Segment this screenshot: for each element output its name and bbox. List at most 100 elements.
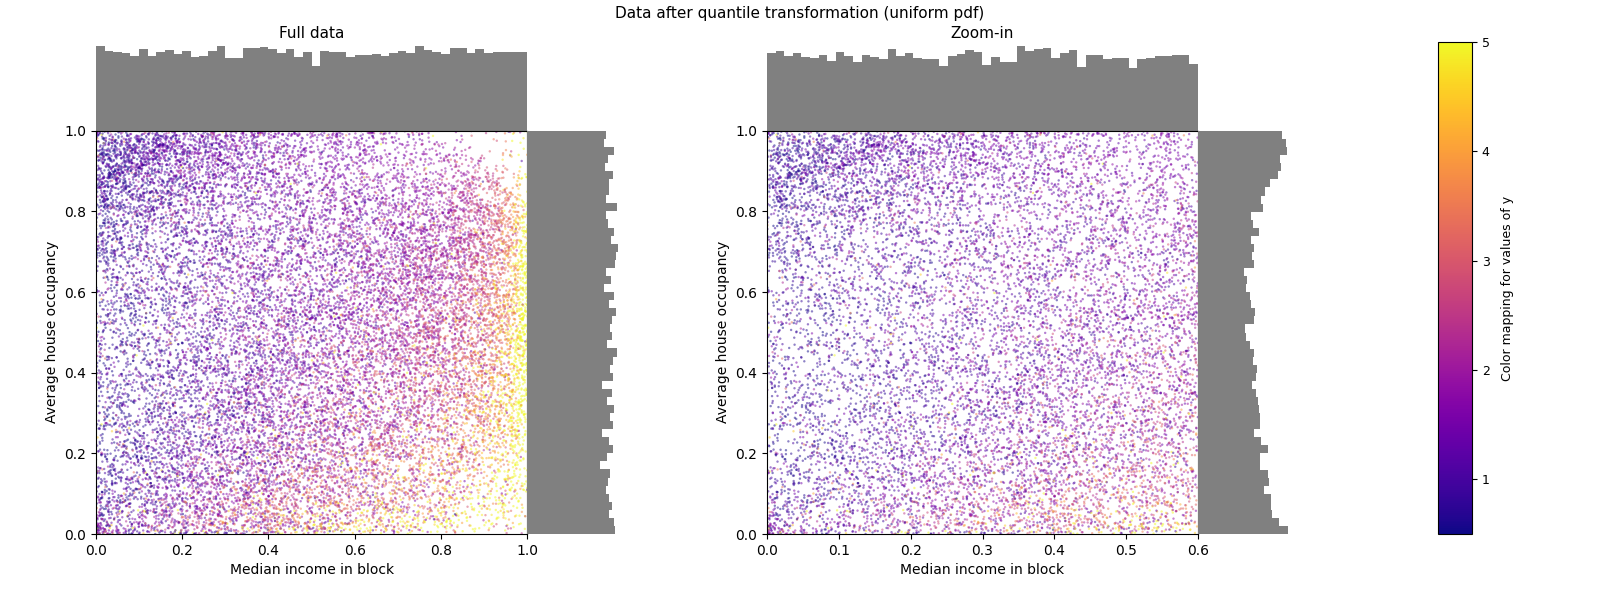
Point: [1016, 503, 1042, 512]
Point: [510, 503, 536, 512]
Point: [405, 263, 430, 273]
Point: [302, 491, 328, 501]
Point: [144, 242, 170, 251]
Point: [963, 527, 989, 536]
Point: [974, 392, 1000, 401]
Point: [949, 355, 974, 364]
Point: [373, 503, 398, 513]
Point: [774, 231, 800, 241]
Point: [1088, 283, 1114, 292]
Point: [891, 156, 917, 166]
Point: [934, 200, 960, 209]
Point: [221, 149, 246, 158]
Point: [314, 439, 339, 448]
Point: [816, 272, 842, 281]
Point: [208, 244, 234, 253]
Point: [462, 346, 488, 356]
Point: [779, 184, 805, 194]
Point: [1064, 289, 1090, 298]
Point: [240, 349, 266, 358]
Point: [138, 201, 163, 211]
Point: [323, 497, 349, 506]
Point: [165, 322, 190, 332]
Point: [1094, 211, 1120, 221]
Point: [90, 193, 115, 202]
Point: [280, 172, 306, 182]
Point: [930, 191, 955, 201]
Point: [826, 368, 851, 378]
Point: [86, 529, 112, 538]
Point: [86, 383, 112, 392]
Point: [886, 131, 912, 140]
Point: [128, 156, 154, 166]
Point: [381, 516, 406, 526]
Point: [304, 233, 330, 242]
Point: [1096, 256, 1122, 265]
Point: [141, 206, 166, 215]
Point: [93, 278, 118, 287]
Point: [1139, 361, 1165, 370]
Point: [842, 207, 867, 217]
Point: [787, 383, 813, 392]
Point: [1106, 526, 1131, 536]
Point: [99, 191, 125, 200]
Point: [426, 254, 451, 264]
Point: [202, 436, 227, 446]
Point: [757, 130, 782, 140]
Point: [352, 454, 378, 464]
Point: [418, 230, 443, 239]
Point: [246, 272, 272, 282]
Point: [338, 426, 363, 436]
Point: [811, 157, 837, 166]
Point: [426, 364, 451, 373]
Point: [1024, 475, 1050, 484]
Point: [373, 421, 398, 430]
Point: [1107, 256, 1133, 265]
Point: [440, 254, 466, 263]
Point: [219, 505, 245, 515]
Point: [336, 497, 362, 506]
Point: [333, 236, 358, 245]
Point: [250, 169, 275, 179]
Point: [189, 149, 214, 158]
Point: [461, 455, 486, 464]
Point: [773, 529, 798, 539]
Point: [1099, 413, 1125, 423]
Point: [194, 527, 219, 537]
Point: [842, 339, 867, 349]
Point: [434, 313, 459, 322]
Point: [384, 344, 410, 354]
Point: [851, 445, 877, 454]
Point: [1096, 252, 1122, 262]
Point: [461, 230, 486, 240]
Point: [365, 482, 390, 492]
Point: [861, 472, 886, 482]
Point: [1029, 400, 1054, 410]
Point: [326, 277, 352, 286]
Point: [386, 398, 411, 408]
Point: [237, 368, 262, 377]
Point: [912, 284, 938, 293]
Point: [371, 146, 397, 155]
Point: [421, 470, 446, 479]
Point: [184, 156, 210, 166]
Point: [154, 389, 179, 398]
Point: [1056, 253, 1082, 263]
Point: [496, 278, 522, 288]
Point: [146, 140, 171, 150]
Point: [202, 196, 227, 206]
Point: [86, 495, 112, 505]
Point: [1062, 496, 1088, 506]
Point: [419, 326, 445, 335]
Point: [291, 402, 317, 412]
Point: [1142, 178, 1168, 188]
Point: [259, 485, 285, 495]
Point: [355, 493, 381, 503]
Point: [242, 475, 267, 484]
Point: [1064, 142, 1090, 151]
Point: [168, 154, 194, 163]
Point: [1104, 281, 1130, 290]
Point: [294, 502, 320, 511]
Point: [989, 308, 1014, 318]
Point: [182, 445, 208, 454]
